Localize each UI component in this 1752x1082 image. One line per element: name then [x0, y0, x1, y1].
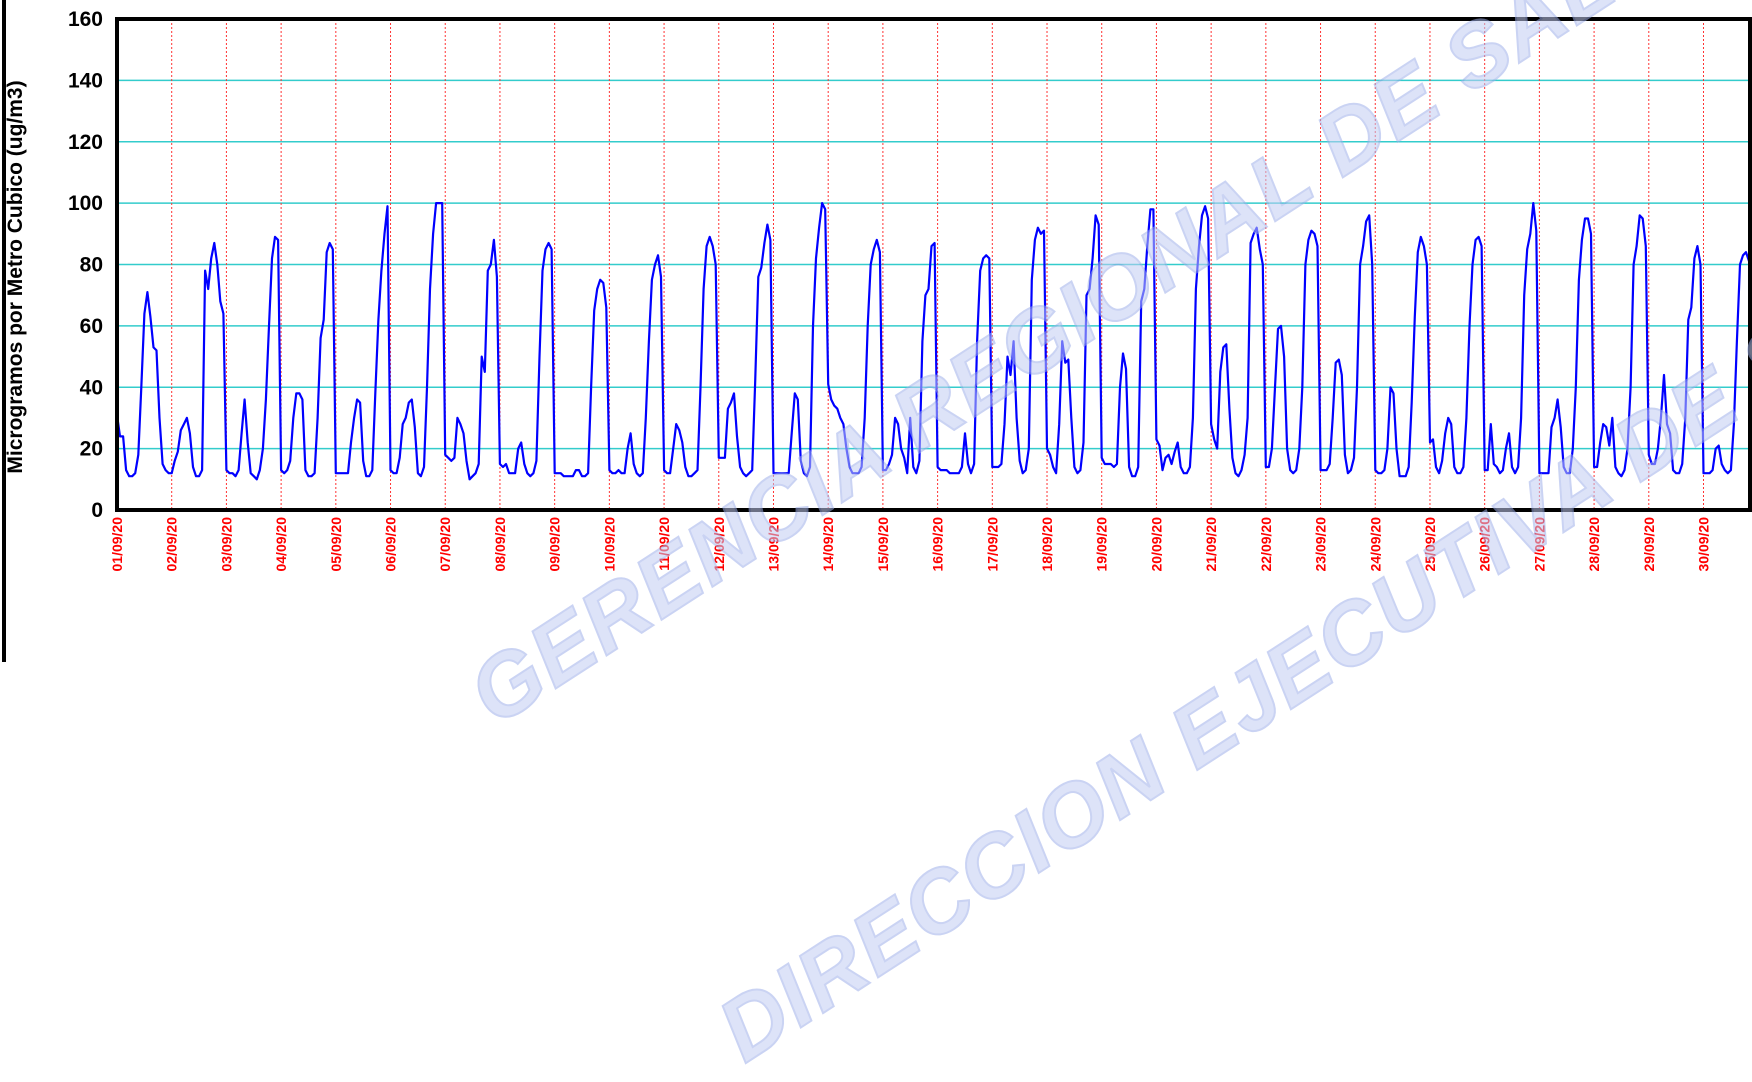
x-tick-label-25: 25/09/20 — [1422, 517, 1438, 572]
x-axis-tick-labels: 01/09/20 02/09/20 03/09/20 04/09/20 05/09/20… — [109, 517, 1711, 572]
y-tick-label-120: 120 — [68, 131, 103, 154]
x-tick-label-12: 12/09/20 — [711, 517, 727, 572]
x-tick-label-13: 13/09/20 — [765, 517, 781, 572]
x-tick-label-21: 21/09/20 — [1203, 517, 1219, 572]
x-tick-label-17: 17/09/20 — [984, 517, 1000, 572]
x-tick-label-8: 08/09/20 — [492, 517, 508, 572]
x-tick-label-10: 10/09/20 — [601, 517, 617, 572]
x-tick-label-19: 19/09/20 — [1094, 517, 1110, 572]
x-tick-label-15: 15/09/20 — [875, 517, 891, 572]
x-tick-label-16: 16/09/20 — [930, 517, 946, 572]
x-tick-label-29: 29/09/20 — [1641, 517, 1657, 572]
x-tick-label-14: 14/09/20 — [820, 517, 836, 572]
x-tick-label-1: 01/09/20 — [109, 517, 125, 572]
x-tick-label-22: 22/09/20 — [1258, 517, 1274, 572]
x-tick-label-7: 07/09/20 — [437, 517, 453, 572]
x-tick-label-11: 11/09/20 — [656, 517, 672, 571]
plot-frame — [115, 17, 1752, 512]
x-tick-label-20: 20/09/20 — [1148, 517, 1164, 572]
y-tick-label-20: 20 — [80, 438, 103, 461]
x-tick-label-26: 26/09/20 — [1477, 517, 1493, 572]
x-tick-label-30: 30/09/20 — [1695, 517, 1711, 572]
y-tick-label-80: 80 — [80, 254, 103, 277]
y-tick-label-100: 100 — [68, 192, 103, 215]
y-axis-label-wrapper: Microgramos por Metro Cubico (ug/m3) — [2, 80, 30, 473]
x-tick-label-27: 27/09/20 — [1531, 517, 1547, 572]
x-tick-label-9: 09/09/20 — [547, 517, 563, 572]
x-tick-label-2: 02/09/20 — [164, 517, 180, 572]
y-tick-label-40: 40 — [80, 376, 103, 399]
series-line-0 — [115, 202, 1752, 481]
y-axis-tick-labels: 0 20 40 60 80 100 120 140 160 — [68, 8, 103, 522]
y-tick-label-160: 160 — [68, 8, 103, 31]
horizontal-gridlines — [117, 79, 1750, 450]
x-tick-label-28: 28/09/20 — [1586, 517, 1602, 572]
y-tick-label-140: 140 — [68, 69, 103, 92]
x-tick-label-23: 23/09/20 — [1313, 517, 1329, 572]
y-tick-label-0: 0 — [91, 499, 103, 522]
x-tick-label-6: 06/09/20 — [383, 517, 399, 572]
x-tick-label-24: 24/09/20 — [1367, 517, 1383, 572]
line-chart: 0 20 40 60 80 100 120 140 160 01/09/20 02/09/20 03… — [68, 8, 1752, 572]
x-tick-label-4: 04/09/20 — [273, 517, 289, 572]
y-tick-label-60: 60 — [80, 315, 103, 338]
y-axis-label: Microgramos por Metro Cubico (ug/m3) — [4, 80, 27, 474]
series-layer — [115, 202, 1752, 481]
x-tick-label-18: 18/09/20 — [1039, 517, 1055, 572]
left-border — [2, 0, 6, 662]
x-tick-label-5: 05/09/20 — [328, 517, 344, 572]
x-tick-label-3: 03/09/20 — [218, 517, 234, 572]
